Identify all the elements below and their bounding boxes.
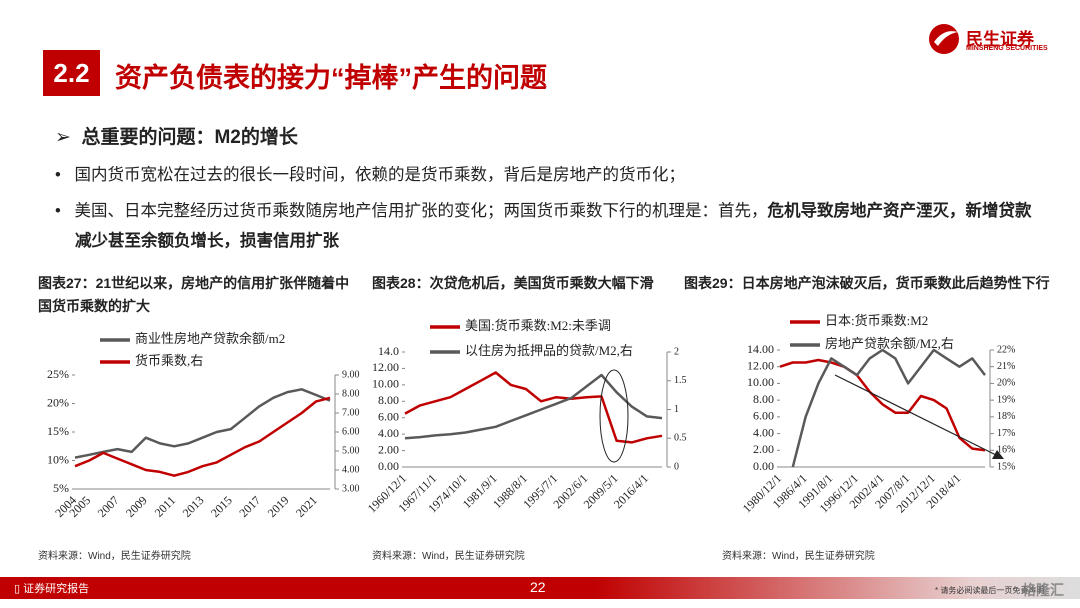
y-tick-label: 10.00 [747, 375, 774, 389]
trend-arrow [834, 374, 1001, 458]
x-tick-label: 2007 [95, 493, 122, 520]
slide-title: 资产负债表的接力“掉棒”产生的问题 [115, 63, 547, 93]
footer-left-text: 证券研究报告 [23, 583, 90, 595]
y-tick-label: 15% [47, 424, 69, 438]
series-line [404, 373, 663, 440]
y-tick-label: 20% [47, 395, 69, 409]
bullet-text: 危机导致房地产资产湮灭，新增贷款减少甚至余额负增长，损害信用扩张 [75, 202, 1032, 250]
y2-tick-label: 2 [674, 346, 679, 357]
subheading: ➢ 总重要的问题：M2的增长 [55, 127, 298, 148]
y-tick-label: 14.00 [747, 342, 774, 356]
series-line [74, 396, 331, 477]
x-tick-label: 2021 [293, 493, 320, 520]
chart-title: 图表28：次贷危机后，美国货币乘数大幅下滑 [372, 275, 654, 291]
legend-label: 房地产贷款余额/M2,右 [825, 336, 954, 351]
y2-tick-label: 6.00 [342, 426, 360, 437]
footer-left: ▯ 证券研究报告 [14, 583, 90, 595]
y2-tick-label: 0.5 [674, 433, 687, 444]
page-number: 22 [530, 579, 546, 595]
bullet: • 国内货币宽松在过去的很长一段时间，依赖的是货币乘数，背后是房地产的货币化； [55, 166, 686, 184]
y-tick-label: 8.00 [753, 392, 774, 406]
y-tick-label: 25% [47, 367, 69, 381]
x-tick-label: 2019 [265, 493, 292, 520]
logo-cn: 民生证券 [966, 30, 1034, 49]
y2-tick-label: 7.00 [342, 407, 360, 418]
x-tick-label: 2009 [123, 493, 150, 520]
subheading-text: 总重要的问题：M2的增长 [81, 127, 298, 148]
y-tick-label: 2.00 [378, 442, 399, 456]
y-tick-label: 10% [47, 452, 69, 466]
trend-arrowhead [992, 450, 1004, 459]
series-line [779, 358, 986, 452]
chart-source: 资料来源：Wind，民生证券研究院 [372, 551, 525, 562]
y-tick-label: 14.0 [378, 344, 399, 358]
series-line [791, 348, 986, 468]
series-line [74, 388, 331, 459]
y2-tick-label: 3.00 [342, 483, 360, 494]
legend-label: 日本:货币乘数:M2 [825, 313, 928, 328]
x-tick-label: 2013 [180, 493, 207, 520]
bullet-list: • 国内货币宽松在过去的很长一段时间，依赖的是货币乘数，背后是房地产的货币化； •… [55, 160, 1045, 262]
y2-tick-label: 9.00 [342, 369, 360, 380]
chart-title: 图表29：日本房地产泡沫破灭后，货币乘数此后趋势性下行 [684, 275, 1050, 291]
y-tick-label: 4.00 [753, 425, 774, 439]
y-tick-label: 0.00 [378, 459, 399, 473]
y2-tick-label: 16% [997, 445, 1015, 456]
logo-icon [929, 24, 959, 54]
y-tick-label: 0.00 [753, 459, 774, 473]
chart-title: 图表27：21世纪以来，房地产的信用扩张伴随着中国货币乘数的扩大 [38, 275, 350, 314]
chart-source: 资料来源：Wind，民生证券研究院 [38, 551, 191, 562]
x-tick-label: 2015 [208, 493, 235, 520]
series-line [404, 371, 663, 444]
x-tick-label: 2017 [236, 493, 263, 520]
watermark: 格隆汇 [1022, 582, 1064, 598]
y2-tick-label: 1 [674, 404, 679, 415]
y-tick-label: 12.00 [747, 358, 774, 372]
y-tick-label: 6.00 [378, 409, 399, 423]
logo-en: MINSHENG SECURITIES [966, 45, 1048, 52]
disclaimer: * 请务必阅读最后一页免责声明 [935, 586, 1045, 595]
y2-tick-label: 1.5 [674, 375, 687, 386]
y-tick-label: 8.00 [378, 393, 399, 407]
y2-tick-label: 20% [997, 378, 1015, 389]
x-tick-label: 2016/4/1 [611, 471, 651, 511]
y2-tick-label: 22% [997, 344, 1015, 355]
highlight-ellipse [599, 369, 629, 463]
y-tick-label: 2.00 [753, 442, 774, 456]
chart-source: 资料来源：Wind，民生证券研究院 [722, 551, 875, 562]
bullet-text: 美国、日本完整经历过货币乘数随房地产信用扩张的变化；两国货币乘数下行的机理是：首… [74, 202, 768, 220]
footer-bar [0, 577, 1080, 599]
bullet: • 美国、日本完整经历过货币乘数随房地产信用扩张的变化；两国货币乘数下行的机理是… [55, 202, 1032, 250]
legend-label: 美国:货币乘数:M2:未季调 [465, 318, 611, 333]
y2-tick-label: 8.00 [342, 388, 360, 399]
y2-tick-label: 18% [997, 411, 1015, 422]
y2-tick-label: 21% [997, 361, 1015, 372]
y-tick-label: 5% [53, 481, 69, 495]
y2-tick-label: 17% [997, 428, 1015, 439]
legend-label: 商业性房地产贷款余额/m2 [135, 331, 285, 346]
bullet-text: 国内货币宽松在过去的很长一段时间，依赖的是货币乘数，背后是房地产的货币化； [74, 166, 686, 184]
y-tick-label: 12.00 [372, 360, 399, 374]
y2-tick-label: 4.00 [342, 464, 360, 475]
y-tick-label: 10.00 [372, 377, 399, 391]
section-badge: 2.2 [43, 50, 100, 96]
y2-tick-label: 19% [997, 394, 1015, 405]
y-tick-label: 6.00 [753, 409, 774, 423]
x-tick-label: 2011 [152, 493, 179, 520]
y2-tick-label: 5.00 [342, 445, 360, 456]
legend-label: 以住房为抵押品的贷款/M2,右 [465, 343, 633, 358]
legend-label: 货币乘数,右 [135, 353, 203, 368]
y2-tick-label: 15% [997, 461, 1015, 472]
y-tick-label: 4.00 [378, 426, 399, 440]
y2-tick-label: 0 [674, 461, 679, 472]
